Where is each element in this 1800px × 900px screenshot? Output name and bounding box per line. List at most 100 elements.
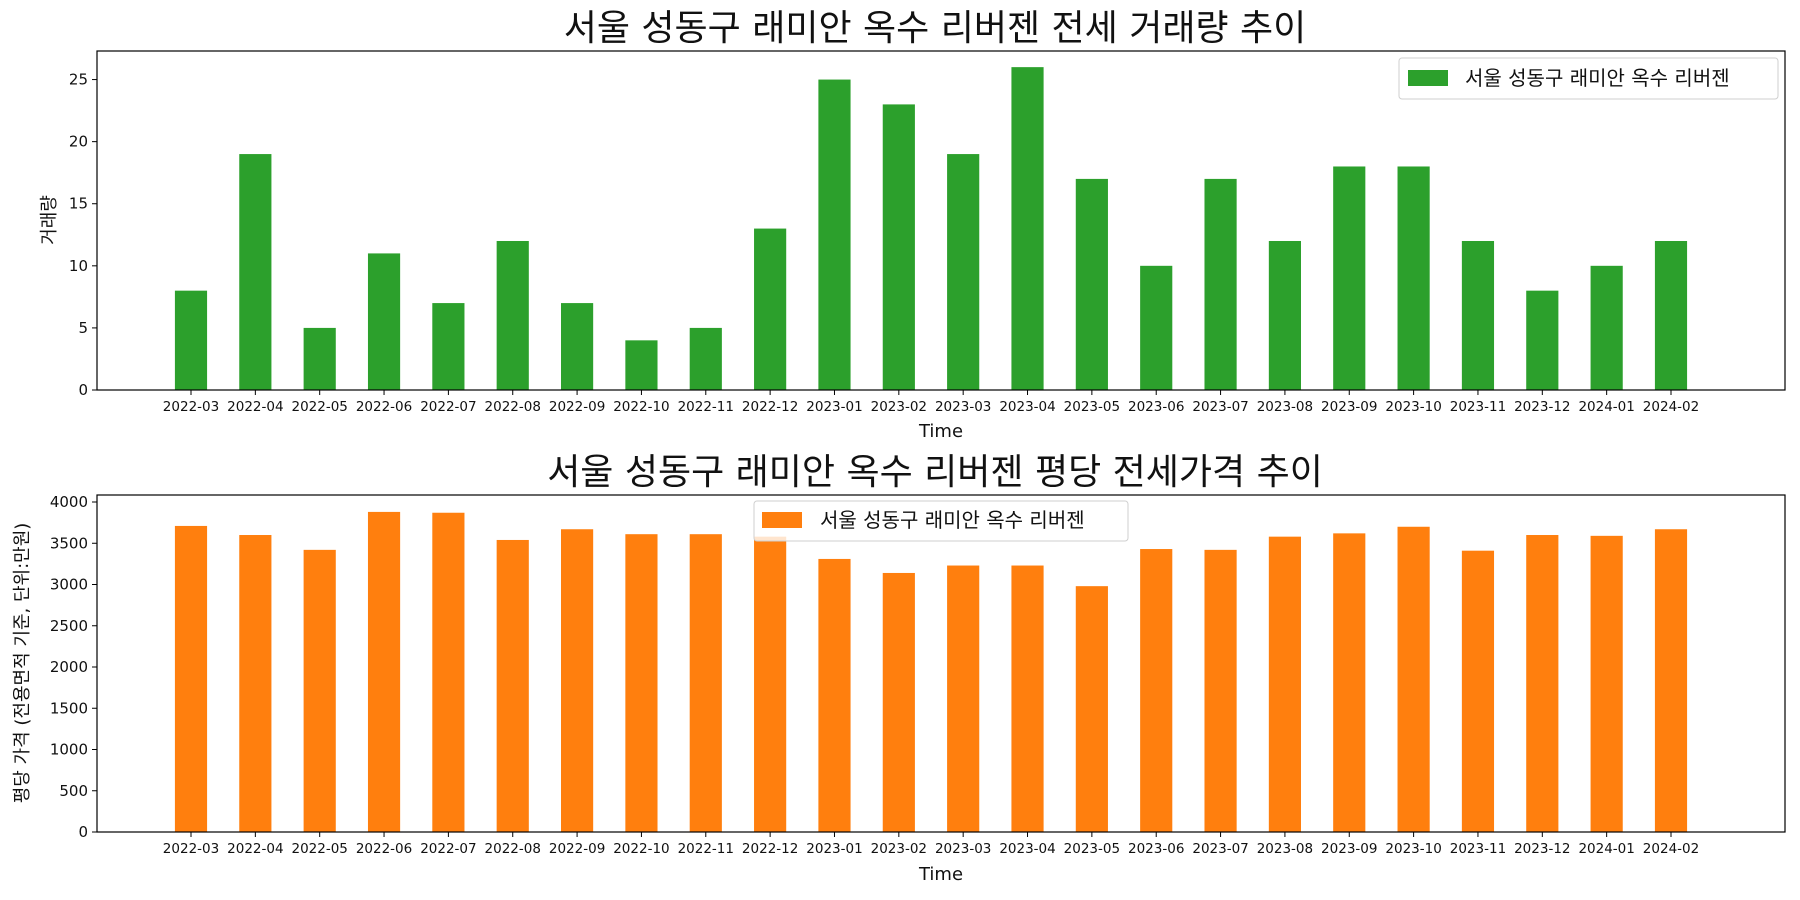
bar	[174, 290, 208, 390]
x-tick-label: 2023-05	[1064, 399, 1120, 415]
x-axis-label: Time	[918, 864, 963, 885]
bar	[496, 240, 529, 390]
x-axis: 2022-03 2022-04 2022-05 2022-06 2022-07 2022-…	[163, 832, 1699, 857]
x-tick-label: 2022-03	[163, 841, 219, 857]
x-tick-label: 2022-06	[356, 841, 412, 857]
bars-group	[174, 67, 1688, 391]
y-tick-label: 2000	[50, 658, 88, 676]
x-tick-label: 2022-03	[163, 399, 219, 415]
price-chart: 서울 성동구 래미안 옥수 리버젠 평당 전세가격 추이 0 500 1000 150…	[12, 452, 1786, 885]
bar	[1397, 166, 1430, 390]
bar	[947, 154, 980, 390]
y-tick-label: 3500	[50, 534, 88, 552]
bar	[1461, 550, 1495, 832]
bar	[1333, 533, 1366, 832]
legend-box	[1398, 57, 1779, 100]
y-axis: 0 500 1000 1500 2000 2500 3000 3500 4000	[50, 493, 97, 841]
x-tick-label: 2023-03	[935, 399, 991, 415]
y-tick-label: 0	[78, 823, 88, 841]
y-tick-label: 1000	[50, 741, 88, 759]
legend: 서울 성동구 래미안 옥수 리버젠	[753, 500, 1129, 542]
bar	[1397, 526, 1430, 832]
x-tick-label: 2022-07	[420, 841, 476, 857]
x-tick-label: 2022-11	[678, 841, 734, 857]
bar	[1204, 549, 1237, 832]
y-tick-label: 1500	[50, 699, 88, 717]
x-tick-label: 2023-05	[1064, 841, 1120, 857]
y-tick-label: 10	[69, 257, 88, 275]
volume-chart: 서울 성동구 래미안 옥수 리버젠 전세 거래량 추이 0 5 10 15 20 25 2…	[39, 8, 1786, 442]
y-tick-label: 3000	[50, 576, 88, 594]
x-tick-label: 2022-04	[227, 841, 283, 857]
y-tick-label: 20	[69, 133, 88, 151]
bar	[239, 154, 272, 390]
x-tick-label: 2022-07	[420, 399, 476, 415]
bar	[432, 303, 465, 390]
legend-box	[753, 500, 1129, 542]
legend-label: 서울 성동구 래미안 옥수 리버젠	[820, 508, 1085, 532]
bar	[1590, 265, 1623, 390]
y-tick-label: 4000	[50, 493, 88, 511]
x-tick-label: 2022-06	[356, 399, 412, 415]
x-tick-label: 2022-12	[742, 399, 798, 415]
x-tick-label: 2023-10	[1385, 841, 1441, 857]
bar	[1268, 240, 1301, 390]
y-axis-label: 거래량	[39, 195, 60, 245]
bar	[1204, 178, 1237, 390]
bar	[1654, 240, 1688, 390]
bar	[625, 340, 658, 390]
y-tick-label: 2500	[50, 617, 88, 635]
bar	[689, 327, 722, 390]
plot-frame	[96, 494, 1786, 833]
x-tick-label: 2023-01	[806, 841, 862, 857]
bar	[367, 253, 401, 390]
y-tick-label: 25	[69, 71, 88, 89]
bar	[818, 79, 851, 390]
x-tick-label: 2023-01	[806, 399, 862, 415]
x-tick-label: 2024-02	[1643, 841, 1699, 857]
bar	[1011, 67, 1044, 390]
x-tick-label: 2024-02	[1643, 399, 1699, 415]
bar	[754, 536, 787, 832]
bar	[882, 104, 915, 391]
bar	[1333, 166, 1366, 390]
bar	[689, 534, 722, 832]
bar	[174, 525, 208, 832]
y-tick-label: 500	[59, 782, 88, 800]
x-tick-label: 2023-10	[1385, 399, 1441, 415]
chart-title: 서울 성동구 래미안 옥수 리버젠 전세 거래량 추이	[564, 8, 1307, 49]
bar	[1140, 265, 1173, 390]
x-tick-label: 2023-09	[1321, 399, 1377, 415]
bar	[1590, 535, 1623, 832]
bar	[625, 534, 658, 832]
x-tick-label: 2022-10	[613, 399, 669, 415]
bar	[1526, 535, 1559, 832]
y-axis-label: 평당 가격 (전용면적 기준, 단위:만원)	[12, 523, 33, 804]
bar	[1526, 290, 1559, 390]
bar	[1140, 549, 1173, 832]
x-tick-label: 2022-10	[613, 841, 669, 857]
bar	[818, 558, 851, 832]
bar	[561, 529, 594, 832]
bar	[1461, 240, 1495, 390]
x-tick-label: 2023-06	[1128, 399, 1184, 415]
x-tick-label: 2023-08	[1257, 841, 1313, 857]
x-tick-label: 2023-04	[999, 841, 1055, 857]
x-tick-label: 2022-08	[485, 841, 541, 857]
x-axis-label: Time	[918, 421, 963, 442]
legend-swatch	[762, 512, 802, 528]
bar	[1075, 178, 1108, 390]
x-axis: 2022-03 2022-04 2022-05 2022-06 2022-07 2022-…	[163, 390, 1699, 415]
y-tick-label: 5	[78, 319, 88, 337]
x-tick-label: 2023-12	[1514, 399, 1570, 415]
x-tick-label: 2023-12	[1514, 841, 1570, 857]
bar	[239, 535, 272, 832]
bar	[882, 572, 915, 832]
bar	[303, 549, 336, 832]
x-tick-label: 2022-09	[549, 841, 605, 857]
y-tick-label: 15	[69, 195, 88, 213]
plot-frame	[96, 50, 1786, 391]
bar	[1654, 529, 1688, 832]
bar	[1268, 536, 1301, 832]
x-tick-label: 2024-01	[1578, 399, 1634, 415]
